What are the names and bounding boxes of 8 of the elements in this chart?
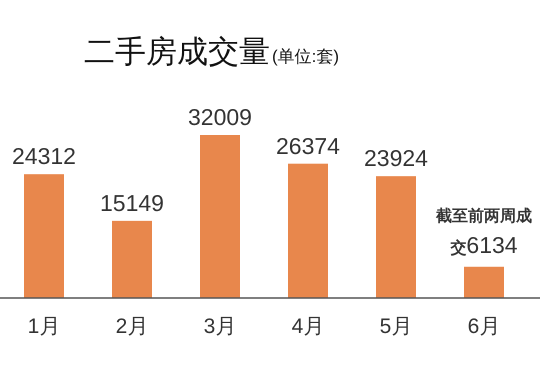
data-label: 26374 — [276, 132, 340, 159]
data-label: 32009 — [188, 104, 252, 130]
data-label: 23924 — [364, 145, 428, 172]
title: 二手房成交量 — [84, 34, 270, 69]
data-label: 截至前两周成交6134 — [436, 208, 532, 258]
data-label: 15149 — [100, 190, 164, 216]
subtitle: (单位:套) — [272, 47, 340, 66]
data-label: 24312 — [12, 143, 76, 170]
